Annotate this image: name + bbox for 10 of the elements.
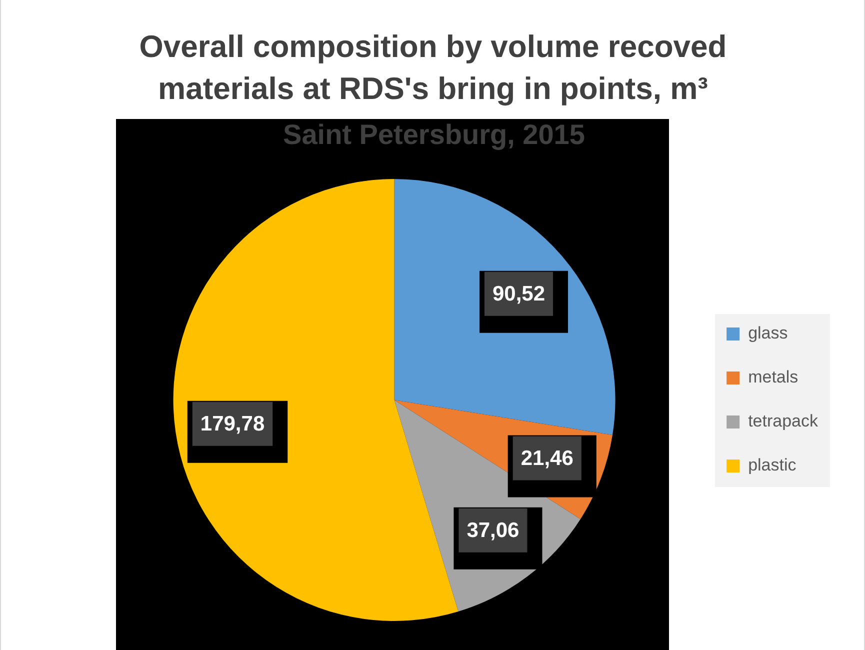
chart-title: Overall composition by volume recoved materials at RDS's bring in points, m³ [138,28,728,108]
chart-subtitle: Saint Petersburg, 2015 [282,118,586,152]
legend-label: plastic [748,456,797,475]
data-label: 90,52 [492,282,546,306]
legend-label: tetrapack [748,412,818,431]
legend-label: metals [748,368,798,387]
data-label: 21,46 [520,447,574,470]
data-label: 179,78 [200,412,265,436]
legend-label: glass [748,324,788,343]
data-label: 37,06 [466,519,520,542]
